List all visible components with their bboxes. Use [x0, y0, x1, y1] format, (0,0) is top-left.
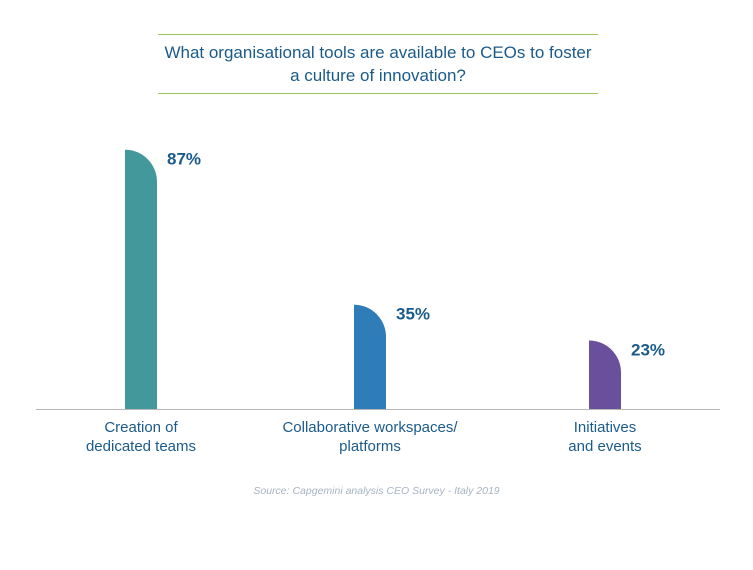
- value-label-2: 35%: [396, 305, 430, 324]
- title-box: What organisational tools are available …: [158, 34, 598, 94]
- bar-1: [125, 149, 157, 410]
- bar-2: [354, 304, 386, 409]
- category-label-1-line-1: Creation of: [104, 419, 178, 436]
- category-label-3-line-2: and events: [568, 438, 641, 455]
- category-label-2-line-2: platforms: [339, 438, 401, 455]
- chart-title: What organisational tools are available …: [164, 43, 592, 85]
- category-label-1-line-2: dedicated teams: [86, 438, 196, 455]
- category-label-3-line-1: Initiatives: [574, 419, 637, 436]
- source-note: Source: Capgemini analysis CEO Survey - …: [253, 485, 500, 497]
- value-label-1: 87%: [167, 150, 201, 169]
- bar-3: [589, 340, 621, 409]
- value-label-3: 23%: [631, 340, 665, 359]
- category-label-2-line-1: Collaborative workspaces/: [282, 419, 458, 436]
